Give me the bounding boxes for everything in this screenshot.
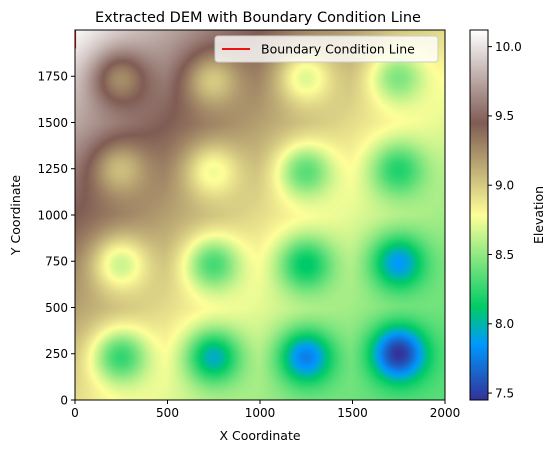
y-tick-label: 1750 (37, 70, 68, 84)
legend-label-boundary-line: Boundary Condition Line (261, 42, 415, 57)
y-axis: 0 250 500 750 1000 1250 1500 1750 (37, 70, 75, 407)
colorbar-tick-label: 9.0 (495, 179, 514, 193)
x-tick-label: 2000 (430, 406, 461, 420)
colorbar-tick-label: 10.0 (495, 40, 522, 54)
elevation-heatmap (75, 30, 445, 400)
x-axis-label: X Coordinate (219, 428, 300, 443)
chart-title: Extracted DEM with Boundary Condition Li… (95, 10, 421, 26)
colorbar-frame (469, 29, 489, 401)
colorbar-axis: 7.5 8.0 8.5 9.0 9.5 10.0 (488, 40, 522, 400)
y-tick-label: 750 (45, 255, 68, 269)
y-tick-label: 0 (60, 393, 68, 407)
x-tick-label: 1500 (337, 406, 368, 420)
legend: Boundary Condition Line (214, 35, 439, 63)
x-axis: 0 500 1000 1500 2000 (71, 400, 460, 420)
y-tick-label: 250 (45, 347, 68, 361)
y-tick-label: 1250 (37, 162, 68, 176)
colorbar-label: Elevation (531, 186, 546, 244)
legend-box (214, 35, 439, 63)
colorbar-gradient (470, 30, 488, 400)
x-tick-label: 1000 (245, 406, 276, 420)
y-tick-label: 1500 (37, 116, 68, 130)
colorbar-tick-label: 8.0 (495, 317, 514, 331)
y-tick-label: 500 (45, 301, 68, 315)
colorbar-tick-label: 9.5 (495, 109, 514, 123)
y-tick-label: 1000 (37, 208, 68, 222)
colorbar-tick-label: 8.5 (495, 248, 514, 262)
x-tick-label: 0 (71, 406, 79, 420)
y-axis-label: Y Coordinate (8, 175, 23, 256)
x-tick-label: 500 (156, 406, 179, 420)
colorbar-tick-label: 7.5 (495, 386, 514, 400)
